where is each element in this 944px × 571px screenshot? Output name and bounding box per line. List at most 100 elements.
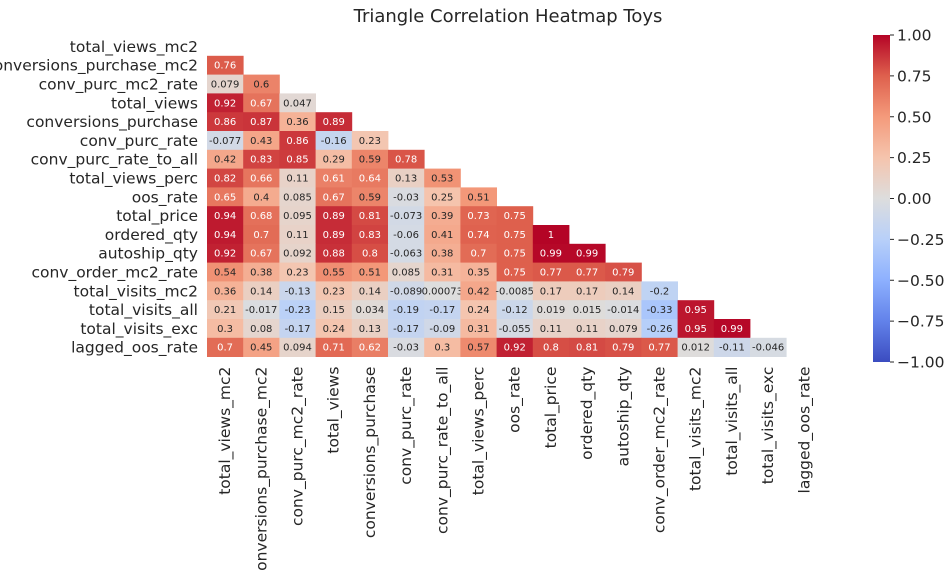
- cell-annotation-10-5: -0.06: [393, 230, 419, 241]
- cell-annotation-9-0: 0.94: [214, 211, 236, 222]
- heatmap-cell-14-2: [279, 300, 316, 320]
- cell-annotation-15-13: 0.95: [685, 324, 707, 335]
- heatmap-cell-16-4: [351, 337, 389, 357]
- cell-annotation-11-7: 0.7: [471, 249, 487, 260]
- heatmap-cell-11-4: [351, 243, 389, 263]
- heatmap-cell-9-7: [460, 206, 497, 226]
- column-label-total_views: total_views: [325, 367, 344, 454]
- row-label-total_views_mc2: total_views_mc2: [70, 38, 198, 57]
- heatmap-cell-9-2: [279, 206, 316, 226]
- column-label-total_views_mc2: total_views_mc2: [216, 367, 235, 495]
- heatmap-cell-14-0: [207, 300, 244, 320]
- cell-annotation-16-9: 0.8: [543, 343, 559, 354]
- colorbar-tick-label: 0.00: [897, 190, 932, 208]
- cell-annotation-7-0: 0.82: [214, 174, 236, 185]
- heatmap-cell-10-3: [315, 225, 353, 245]
- cell-annotation-1-0: 0.76: [214, 61, 236, 72]
- cell-annotation-12-0: 0.54: [214, 268, 236, 279]
- cell-annotation-10-9: 1: [548, 230, 554, 241]
- heatmap-cell-16-7: [460, 337, 497, 357]
- heatmap-cell-15-11: [605, 319, 642, 339]
- row-label-total_visits_mc2: total_visits_mc2: [74, 282, 198, 301]
- cell-annotation-7-1: 0.66: [250, 174, 272, 185]
- cell-annotation-11-1: 0.67: [250, 249, 272, 260]
- cell-annotation-13-12: -0.2: [650, 286, 670, 297]
- row-label-total_views_perc: total_views_perc: [69, 170, 198, 189]
- heatmap-cell-15-10: [569, 319, 606, 339]
- heatmap-cell-11-10: [569, 243, 606, 263]
- row-label-autoship_qty: autoship_qty: [98, 245, 198, 264]
- cell-annotation-9-5: -0.073: [390, 211, 422, 222]
- cell-annotation-10-6: 0.41: [431, 230, 453, 241]
- heatmap-cell-10-5: [388, 225, 425, 245]
- heatmap-cell-11-8: [496, 243, 534, 263]
- cell-annotation-16-1: 0.45: [250, 343, 272, 354]
- cell-annotation-16-10: 0.81: [576, 343, 598, 354]
- heatmap-cell-16-5: [388, 337, 425, 357]
- heatmap-cell-7-3: [315, 168, 353, 188]
- heatmap-cell-13-7: [460, 281, 497, 301]
- heatmap-cell-9-6: [424, 206, 461, 226]
- cell-annotation-15-5: -0.17: [393, 324, 419, 335]
- heatmap-cell-4-1: [243, 112, 280, 132]
- cell-annotation-15-6: -0.09: [429, 324, 455, 335]
- cell-annotation-10-8: 0.75: [504, 230, 526, 241]
- cell-annotation-13-1: 0.14: [250, 286, 272, 297]
- row-label-total_views: total_views: [111, 94, 198, 113]
- heatmap-cell-7-1: [243, 168, 280, 188]
- heatmap-cell-7-2: [279, 168, 316, 188]
- heatmap-cell-11-2: [279, 243, 316, 263]
- heatmap-cell-11-3: [315, 243, 353, 263]
- cell-annotation-12-4: 0.51: [359, 268, 381, 279]
- heatmap-cells: 0.76 0.079 0.6 0.92 0.67 0.047 0.86 0.87 0.36 0.8…: [207, 55, 787, 357]
- heatmap-cell-7-0: [207, 168, 244, 188]
- cell-annotation-15-14: 0.99: [721, 324, 743, 335]
- cell-annotation-11-2: 0.092: [283, 249, 312, 260]
- heatmap-cell-5-4: [351, 131, 389, 151]
- cell-annotation-2-1: 0.6: [253, 80, 269, 91]
- cell-annotation-15-3: 0.24: [323, 324, 345, 335]
- heatmap-cell-12-5: [388, 262, 425, 282]
- column-label-conv_order_mc2_rate: conv_order_mc2_rate: [651, 367, 670, 534]
- heatmap-cell-8-2: [279, 187, 316, 207]
- heatmap-cell-15-9: [532, 319, 570, 339]
- cell-annotation-4-0: 0.86: [214, 117, 236, 128]
- cell-annotation-15-10: 0.11: [576, 324, 598, 335]
- heatmap-cell-15-4: [351, 319, 389, 339]
- cell-annotation-5-2: 0.86: [286, 136, 308, 147]
- cell-annotation-14-6: -0.17: [429, 305, 455, 316]
- cell-annotation-13-2: -0.13: [285, 286, 311, 297]
- column-label-lagged_oos_rate: lagged_oos_rate: [795, 367, 814, 494]
- heatmap-cell-3-1: [243, 93, 280, 113]
- cell-annotation-13-8: -0.0085: [495, 286, 534, 297]
- cell-annotation-11-9: 0.99: [540, 249, 562, 260]
- heatmap-cell-10-0: [207, 225, 244, 245]
- heatmap-cell-16-6: [424, 337, 461, 357]
- colorbar-tick-label: 0.25: [897, 149, 932, 167]
- cell-annotation-15-8: -0.055: [499, 324, 531, 335]
- heatmap-cell-16-11: [605, 337, 642, 357]
- heatmap-cell-6-2: [279, 149, 316, 169]
- heatmap-cell-15-6: [424, 319, 461, 339]
- heatmap-cell-7-5: [388, 168, 425, 188]
- cell-annotation-16-3: 0.71: [323, 343, 345, 354]
- cell-annotation-5-4: 0.23: [359, 136, 381, 147]
- heatmap-cell-12-3: [315, 262, 353, 282]
- column-label-conv_purc_mc2_rate: conv_purc_mc2_rate: [289, 367, 308, 526]
- heatmap-cell-6-0: [207, 149, 244, 169]
- row-label-conv_purc_mc2_rate: conv_purc_mc2_rate: [39, 76, 198, 95]
- heatmap-cell-16-13: [677, 337, 715, 357]
- cell-annotation-9-4: 0.81: [359, 211, 381, 222]
- row-labels: total_views_mc2conversions_purchase_mc2c…: [0, 38, 198, 358]
- heatmap-cell-15-5: [388, 319, 425, 339]
- cell-annotation-15-12: -0.26: [647, 324, 673, 335]
- cell-annotation-3-0: 0.92: [214, 98, 236, 109]
- column-label-total_visits_all: total_visits_all: [723, 367, 742, 476]
- cell-annotation-8-4: 0.59: [359, 192, 381, 203]
- heatmap-cell-14-13: [677, 300, 715, 320]
- cell-annotation-16-5: -0.03: [393, 343, 419, 354]
- heatmap-cell-12-6: [424, 262, 461, 282]
- column-labels: total_views_mc2 conversions_purchase_mc2 c…: [216, 367, 814, 571]
- colorbar-tick-label: −0.25: [897, 231, 944, 249]
- colorbar-tick-label: −0.75: [897, 313, 944, 331]
